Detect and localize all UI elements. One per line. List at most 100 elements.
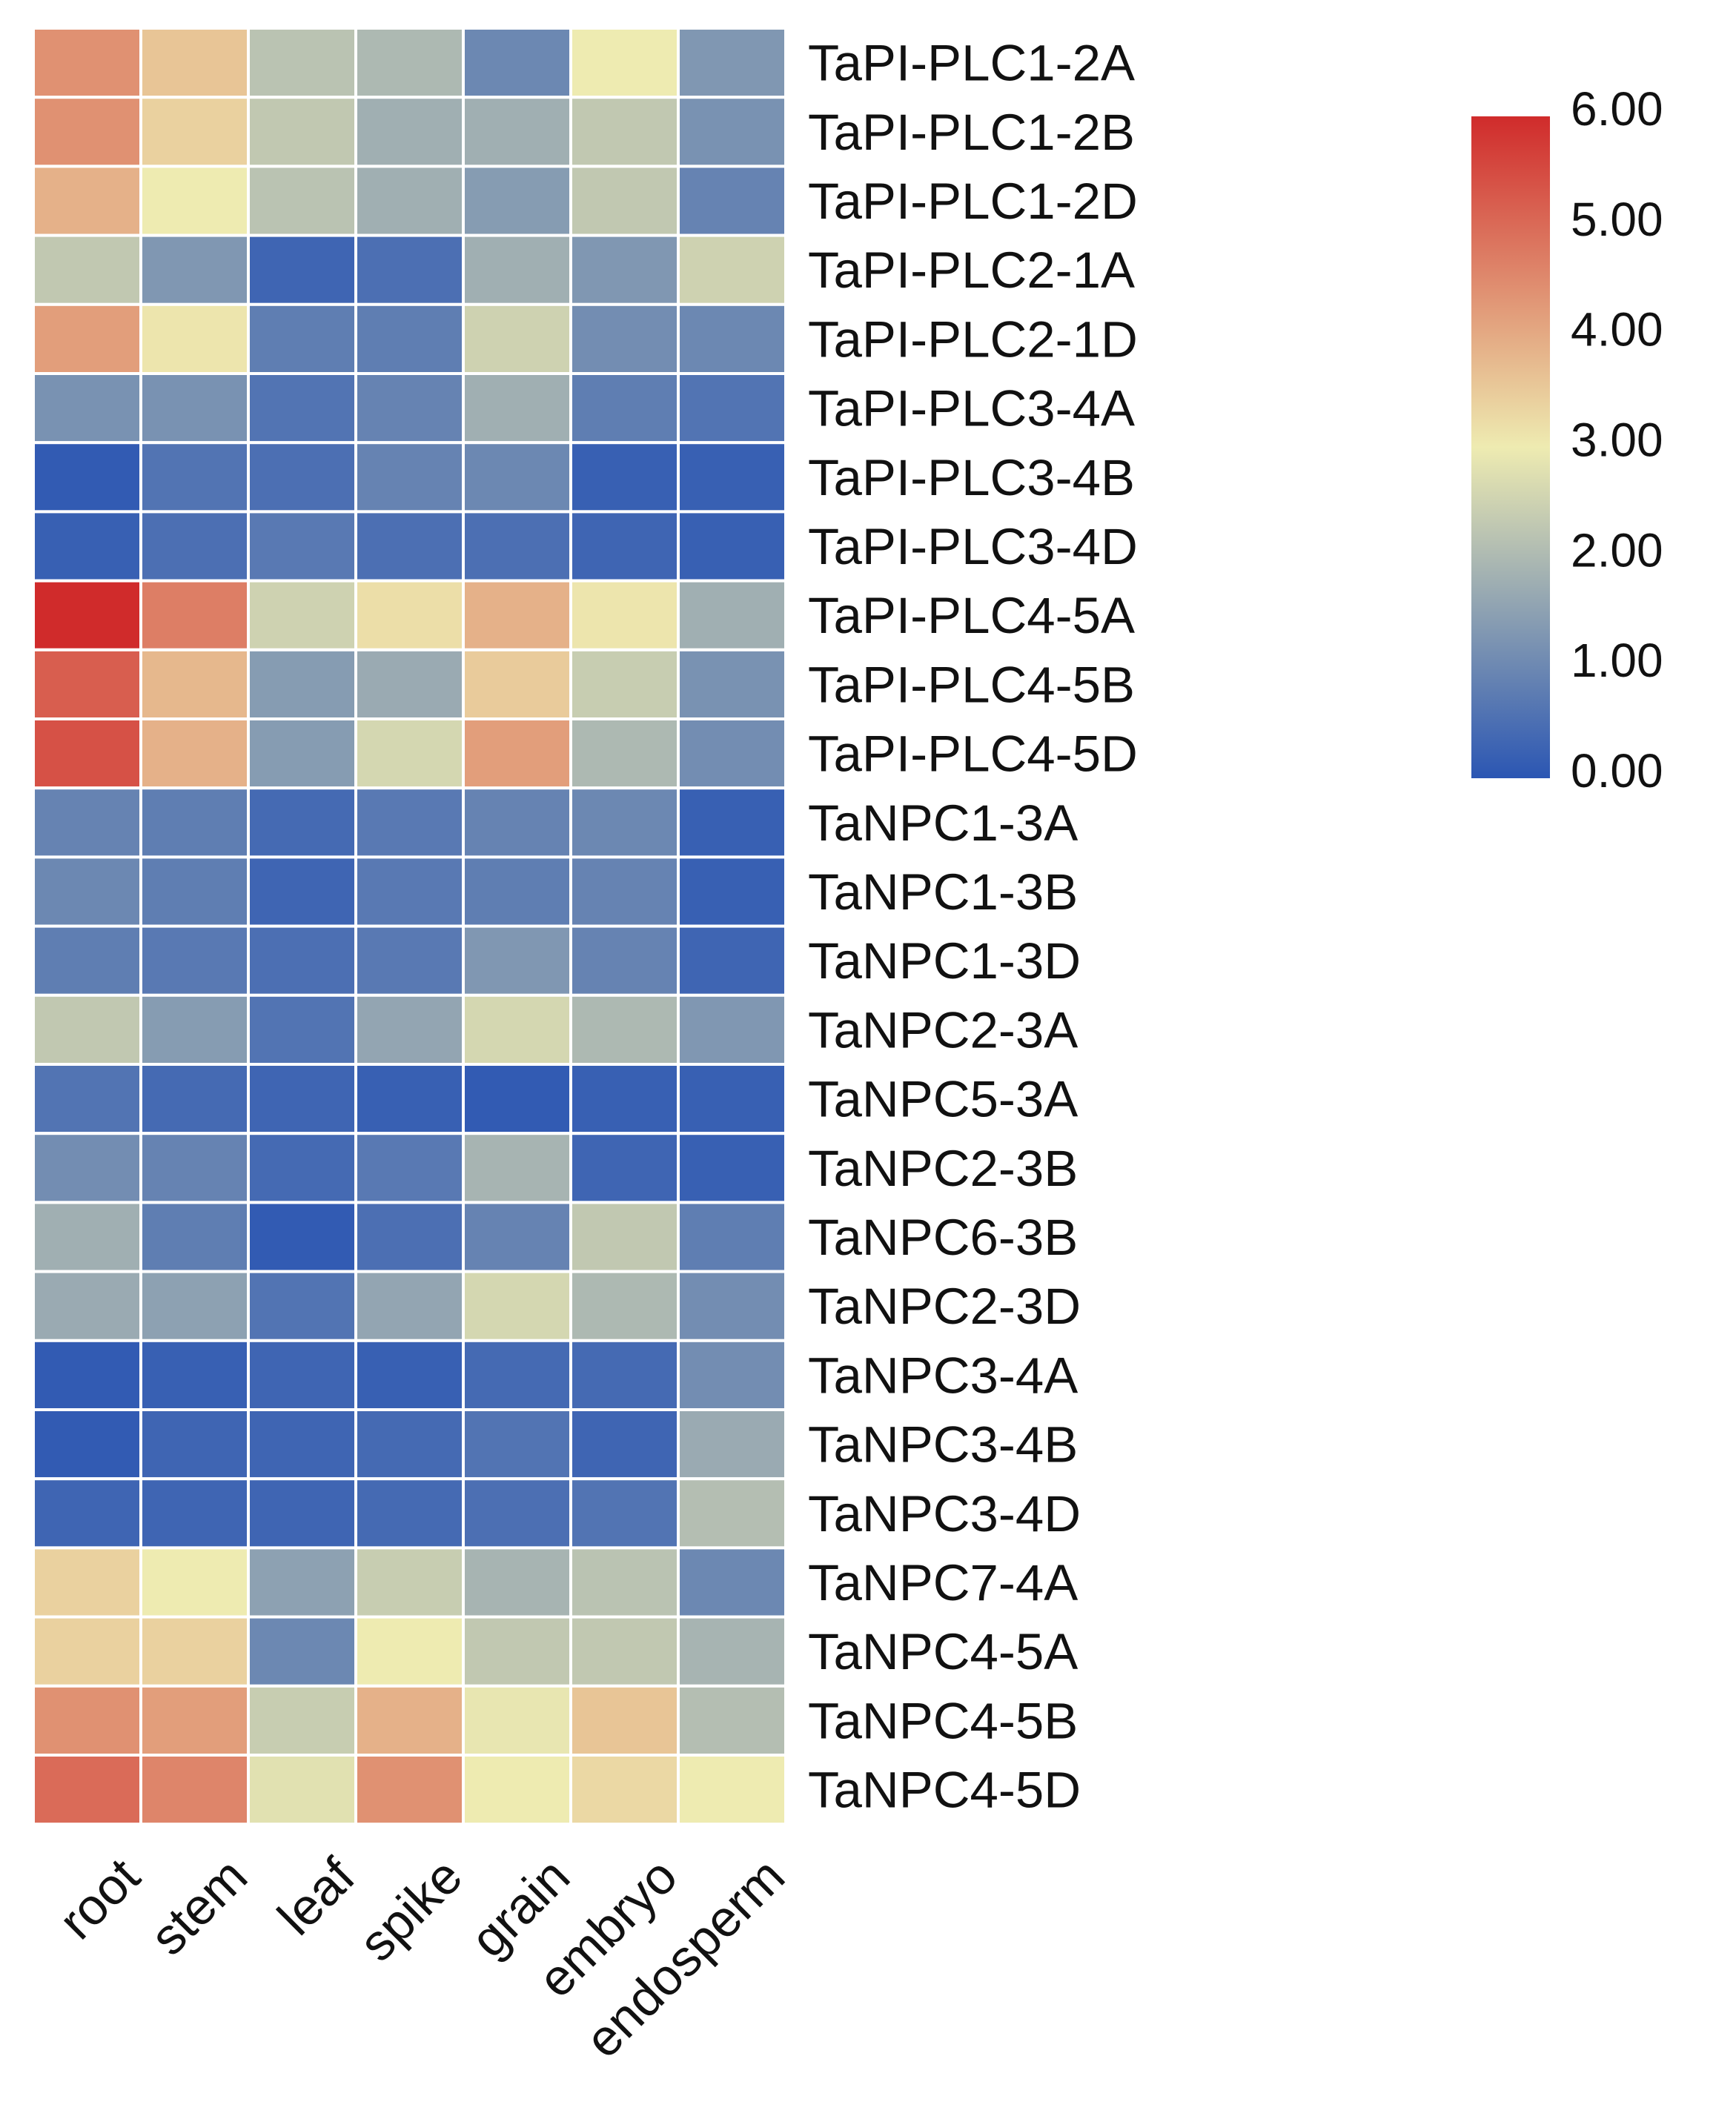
heatmap-cell (569, 27, 680, 99)
heatmap-cell (247, 27, 357, 99)
heatmap-cell (462, 233, 572, 306)
heatmap-cell (462, 165, 572, 237)
heatmap-cell (569, 96, 680, 168)
heatmap-cell (677, 1754, 787, 1826)
heatmap-cell (354, 786, 465, 859)
heatmap-cell (354, 717, 465, 790)
heatmap-cell (569, 1270, 680, 1342)
heatmap-cell (139, 855, 250, 928)
heatmap-cell (569, 1477, 680, 1550)
heatmap-cell (139, 717, 250, 790)
heatmap-cell (677, 993, 787, 1067)
row-label: TaPI-PLC2-1A (808, 242, 1135, 299)
heatmap-cell (677, 165, 787, 237)
heatmap-cell (247, 579, 357, 651)
heatmap-cell (247, 165, 357, 237)
heatmap-cell (569, 855, 680, 928)
heatmap-cell (32, 1132, 142, 1204)
heatmap-cell (32, 924, 142, 997)
heatmap-cell (139, 27, 250, 99)
heatmap-cell (462, 1201, 572, 1273)
heatmap-cell (247, 510, 357, 583)
heatmap-cell (32, 1339, 142, 1412)
row-label: TaNPC6-3B (808, 1209, 1078, 1266)
heatmap-cell (462, 27, 572, 99)
heatmap-cell (569, 786, 680, 859)
heatmap-cell (139, 648, 250, 720)
heatmap-cell (462, 96, 572, 168)
heatmap-cell (247, 1684, 357, 1757)
heatmap-cell (139, 993, 250, 1067)
heatmap-cell (247, 372, 357, 445)
row-label: TaNPC5-3A (808, 1071, 1078, 1128)
heatmap-cell (354, 96, 465, 168)
heatmap-cells (32, 27, 787, 1826)
heatmap-cell (354, 372, 465, 445)
column-label: spike (348, 1847, 473, 1972)
heatmap-cell (354, 1546, 465, 1619)
heatmap-cell (677, 648, 787, 720)
heatmap-cell (569, 717, 680, 790)
heatmap-cell (462, 1270, 572, 1342)
heatmap-cell (354, 1132, 465, 1204)
heatmap-cell (247, 1270, 357, 1342)
heatmap-cell (247, 717, 357, 790)
heatmap-cell (462, 993, 572, 1067)
colorbar-tick-label: 4.00 (1571, 303, 1663, 357)
heatmap-cell (139, 165, 250, 237)
heatmap-cell (247, 1546, 357, 1619)
heatmap-cell (139, 1270, 250, 1342)
row-label: TaNPC2-3D (808, 1278, 1081, 1335)
heatmap-cell (32, 855, 142, 928)
row-label: TaNPC7-4A (808, 1554, 1078, 1611)
heatmap-cell (32, 1270, 142, 1342)
colorbar-tick-label: 6.00 (1571, 82, 1663, 136)
heatmap-cell (569, 510, 680, 583)
row-label: TaNPC1-3B (808, 863, 1078, 921)
heatmap-cell (32, 441, 142, 514)
heatmap-cell (462, 1546, 572, 1619)
column-label: stem (139, 1847, 258, 1966)
row-label: TaPI-PLC1-2A (808, 35, 1135, 92)
heatmap-cell (677, 1270, 787, 1342)
heatmap-cell (354, 1684, 465, 1757)
row-label: TaPI-PLC4-5D (808, 726, 1138, 783)
heatmap-cell (32, 1477, 142, 1550)
row-label: TaPI-PLC4-5A (808, 587, 1135, 644)
heatmap-cell (354, 579, 465, 651)
heatmap-cell (247, 1201, 357, 1273)
heatmap-cell (677, 1063, 787, 1135)
heatmap-cell (569, 1408, 680, 1481)
heatmap-cell (247, 1132, 357, 1204)
heatmap-cell (139, 1408, 250, 1481)
heatmap-cell (139, 1201, 250, 1273)
heatmap-cell (32, 1063, 142, 1135)
heatmap-cell (354, 1615, 465, 1688)
heatmap-cell (677, 1615, 787, 1688)
heatmap-cell (462, 510, 572, 583)
heatmap-cell (139, 1063, 250, 1135)
heatmap-cell (677, 27, 787, 99)
heatmap-cell (569, 1684, 680, 1757)
heatmap-cell (247, 96, 357, 168)
heatmap-cell (569, 1339, 680, 1412)
heatmap-cell (32, 96, 142, 168)
heatmap-cell (462, 579, 572, 651)
heatmap-cell (677, 786, 787, 859)
heatmap-cell (462, 924, 572, 997)
row-label: TaPI-PLC1-2D (808, 173, 1138, 230)
heatmap-cell (139, 96, 250, 168)
heatmap-cell (677, 441, 787, 514)
heatmap-cell (462, 855, 572, 928)
heatmap-cell (354, 1339, 465, 1412)
heatmap-cell (677, 1201, 787, 1273)
column-label: root (48, 1847, 151, 1950)
heatmap-cell (677, 372, 787, 445)
heatmap-cell (462, 372, 572, 445)
heatmap-cell (139, 786, 250, 859)
heatmap-cell (354, 924, 465, 997)
heatmap-cell (139, 1132, 250, 1204)
heatmap-cell (569, 165, 680, 237)
colorbar-tick-label: 3.00 (1571, 414, 1663, 467)
